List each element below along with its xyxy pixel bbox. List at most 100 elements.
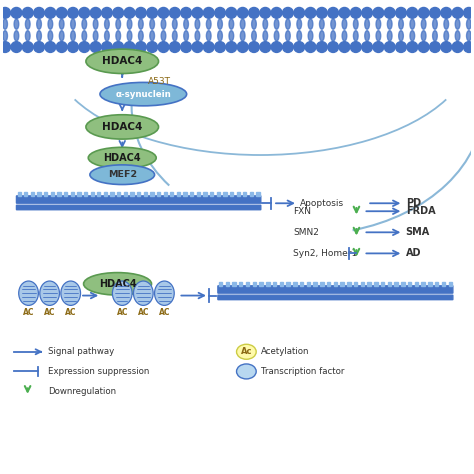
Circle shape	[22, 8, 33, 18]
Ellipse shape	[297, 19, 301, 29]
Circle shape	[384, 42, 395, 53]
FancyBboxPatch shape	[17, 196, 261, 203]
Circle shape	[68, 42, 78, 53]
Circle shape	[203, 42, 214, 53]
Ellipse shape	[3, 19, 8, 29]
Ellipse shape	[354, 31, 358, 41]
Circle shape	[339, 42, 350, 53]
Ellipse shape	[100, 82, 187, 106]
Text: Syn2, Homer1: Syn2, Homer1	[293, 249, 357, 258]
Bar	[177, 192, 180, 197]
Circle shape	[90, 8, 101, 18]
Ellipse shape	[112, 281, 132, 305]
Circle shape	[11, 42, 22, 53]
Ellipse shape	[455, 19, 460, 29]
Ellipse shape	[387, 31, 392, 41]
Bar	[239, 282, 243, 286]
Circle shape	[260, 8, 271, 18]
Circle shape	[192, 42, 203, 53]
Ellipse shape	[14, 31, 19, 41]
Circle shape	[215, 8, 226, 18]
Ellipse shape	[184, 31, 189, 41]
Ellipse shape	[376, 19, 381, 29]
Ellipse shape	[433, 31, 438, 41]
Text: Signal pathway: Signal pathway	[48, 347, 114, 356]
Ellipse shape	[36, 19, 41, 29]
Circle shape	[90, 42, 101, 53]
Bar	[307, 282, 310, 286]
Bar	[203, 192, 207, 197]
Ellipse shape	[237, 364, 256, 379]
Circle shape	[305, 42, 316, 53]
Text: AC: AC	[44, 309, 55, 318]
Circle shape	[34, 42, 45, 53]
Ellipse shape	[421, 31, 426, 41]
Ellipse shape	[86, 115, 158, 139]
Ellipse shape	[26, 19, 30, 29]
Ellipse shape	[387, 19, 392, 29]
Ellipse shape	[252, 31, 256, 41]
Text: Transcription factor: Transcription factor	[261, 367, 345, 376]
Ellipse shape	[36, 31, 41, 41]
Circle shape	[192, 8, 203, 18]
Ellipse shape	[61, 281, 81, 305]
Ellipse shape	[150, 19, 155, 29]
Bar	[266, 282, 270, 286]
Ellipse shape	[82, 19, 87, 29]
Text: FXN: FXN	[293, 207, 311, 216]
Bar	[415, 282, 418, 286]
Text: HDAC4: HDAC4	[102, 56, 142, 66]
Circle shape	[147, 42, 157, 53]
Ellipse shape	[161, 31, 166, 41]
Bar	[327, 282, 330, 286]
Bar	[18, 192, 21, 197]
Circle shape	[429, 8, 440, 18]
Circle shape	[79, 8, 90, 18]
Circle shape	[362, 8, 373, 18]
Bar	[243, 192, 246, 197]
Text: Expression suppression: Expression suppression	[48, 367, 150, 376]
Ellipse shape	[342, 31, 347, 41]
Bar	[130, 192, 134, 197]
Ellipse shape	[173, 31, 177, 41]
Ellipse shape	[88, 147, 156, 168]
Bar	[51, 192, 54, 197]
Bar	[226, 282, 229, 286]
Circle shape	[271, 42, 282, 53]
Text: AC: AC	[159, 309, 170, 318]
Bar	[24, 192, 27, 197]
Circle shape	[181, 42, 191, 53]
Circle shape	[226, 42, 237, 53]
Ellipse shape	[365, 31, 369, 41]
Ellipse shape	[240, 19, 245, 29]
Circle shape	[158, 8, 169, 18]
Ellipse shape	[105, 19, 109, 29]
Bar	[354, 282, 357, 286]
Ellipse shape	[466, 19, 471, 29]
Circle shape	[181, 8, 191, 18]
Circle shape	[384, 8, 395, 18]
Circle shape	[11, 8, 22, 18]
Ellipse shape	[399, 19, 403, 29]
Ellipse shape	[410, 31, 415, 41]
Circle shape	[418, 8, 429, 18]
Circle shape	[294, 42, 305, 53]
Circle shape	[226, 8, 237, 18]
Circle shape	[136, 8, 146, 18]
Ellipse shape	[18, 281, 38, 305]
Circle shape	[373, 8, 384, 18]
Ellipse shape	[206, 19, 211, 29]
Bar	[421, 282, 425, 286]
Ellipse shape	[274, 31, 279, 41]
Ellipse shape	[319, 31, 324, 41]
Circle shape	[215, 42, 226, 53]
Circle shape	[79, 42, 90, 53]
Ellipse shape	[127, 31, 132, 41]
Ellipse shape	[274, 19, 279, 29]
Ellipse shape	[308, 31, 313, 41]
Circle shape	[56, 42, 67, 53]
Bar	[246, 282, 249, 286]
Bar	[170, 192, 173, 197]
Circle shape	[328, 8, 338, 18]
Ellipse shape	[155, 281, 174, 305]
